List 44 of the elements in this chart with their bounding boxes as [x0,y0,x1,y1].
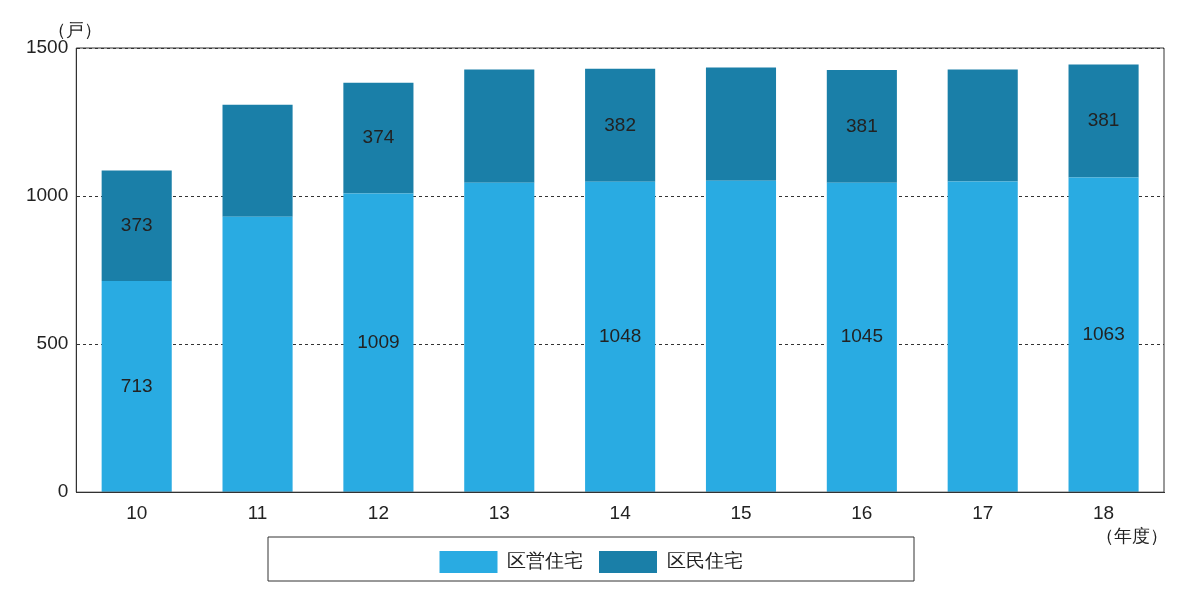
data-label: 1063 [1082,322,1125,344]
bar [464,69,535,183]
x-tick-label: 11 [247,501,268,523]
data-label: 1009 [357,330,400,352]
x-tick-label: 13 [488,501,510,523]
bar [826,182,897,492]
data-label: 713 [120,374,153,396]
bar [585,181,656,492]
x-tick-label: 16 [851,501,873,523]
data-label: 381 [846,114,878,136]
bar [1068,177,1139,492]
x-tick-label: 17 [972,501,994,523]
x-tick-label: 14 [609,501,632,523]
x-tick-label: 12 [367,501,389,523]
bar [705,67,777,181]
bar [947,69,1018,182]
bar [101,281,172,492]
bar [826,69,897,183]
x-tick-label: 15 [730,501,752,523]
data-label: 1048 [598,325,642,347]
x-tick-label: 18 [1093,501,1115,523]
data-label: 381 [1087,109,1120,131]
bar [222,216,293,492]
data-label: 374 [362,126,395,148]
data-label: 1045 [840,325,883,347]
x-axis-title: （年度） [1096,526,1168,547]
bar [343,82,414,194]
bar [705,180,777,492]
bar [1068,64,1139,178]
bar [101,170,172,282]
y-tick-label: 1000 [25,184,69,206]
legend-label: 区民住宅 [666,550,743,572]
y-axis-title: （戸） [48,19,102,40]
legend-label: 区営住宅 [507,550,583,572]
y-tick-label: 500 [36,332,69,354]
y-tick-label: 0 [57,480,69,502]
x-tick-label: 10 [126,501,148,523]
bar [343,193,414,492]
data-label: 373 [120,214,153,236]
bar [222,104,293,217]
data-label: 382 [604,113,636,135]
bar [947,181,1018,492]
bar [464,182,535,492]
bar [585,68,656,182]
